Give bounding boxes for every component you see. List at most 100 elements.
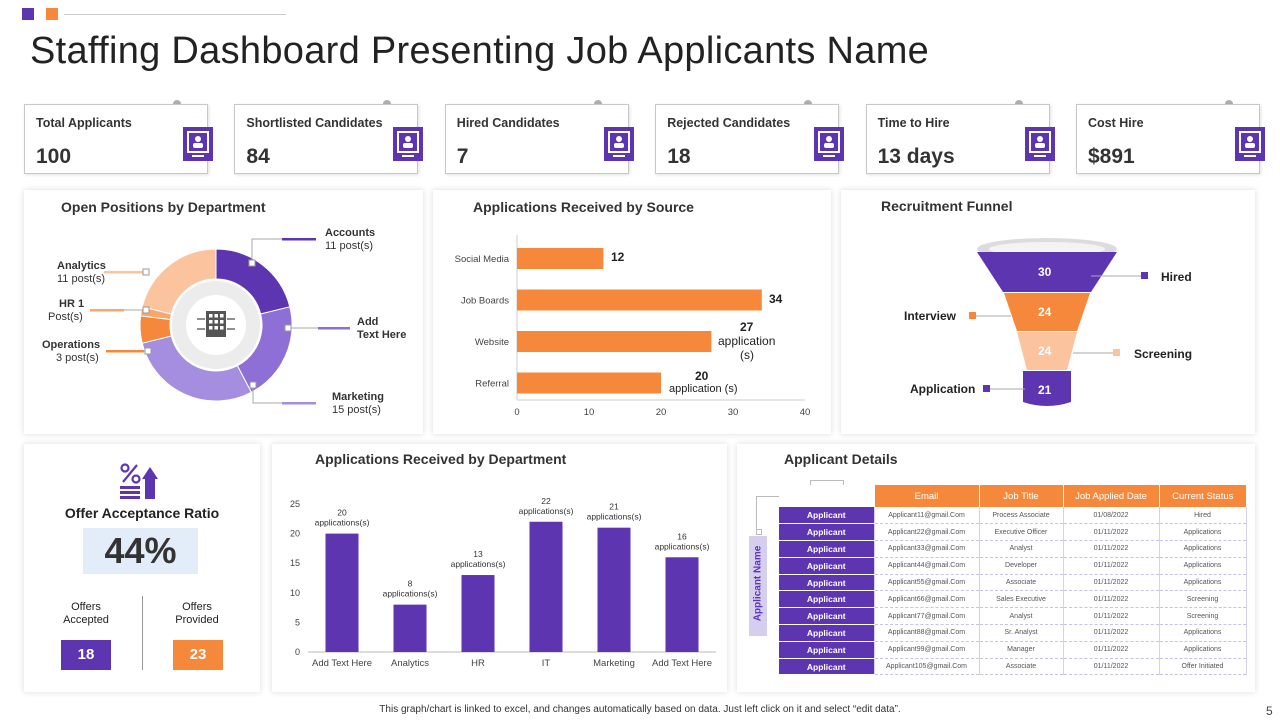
source-bar-2 <box>517 331 712 352</box>
applicant-name-cell: Applicant <box>779 574 875 592</box>
offers-provided-value: 23 <box>173 640 223 670</box>
offer-divider <box>142 596 143 670</box>
applicant-name-cell: Applicant <box>779 641 875 659</box>
source-label-social: 12 <box>611 250 625 264</box>
funnel-value-screening: 24 <box>1038 344 1052 358</box>
dept-bar-4 <box>597 527 631 652</box>
applicant-name-cell: Applicant <box>779 624 875 642</box>
screening-marker <box>1113 349 1120 356</box>
dept-value-label: 13 <box>473 549 483 559</box>
table-cell: Applicant11@gmail.Com <box>874 507 980 525</box>
table-cell: Applications <box>1159 540 1247 558</box>
accounts-detail: 11 post(s) <box>325 240 374 252</box>
table-cell: Applicant99@gmail.Com <box>874 641 980 659</box>
building-icon <box>197 311 235 337</box>
offers-provided-line1: Offers <box>182 601 212 613</box>
offers-accepted-line2: Accepted <box>63 614 109 626</box>
source-label-website-3: (s) <box>740 348 754 362</box>
table-cell: Sr. Analyst <box>979 624 1064 642</box>
details-title: Applicant Details <box>784 451 898 467</box>
applicant-name-cell: Applicant <box>779 607 875 626</box>
table-row: Applicant Applicant66@gmail.Com Sales Exec… <box>779 590 1247 609</box>
donut-slice-5 <box>141 248 217 315</box>
table-row: Applicant Applicant33@gmail.Com Analyst 01/… <box>779 540 1247 558</box>
page-title: Staffing Dashboard Presenting Job Applic… <box>30 30 930 72</box>
header-blank <box>779 485 875 507</box>
kpi-value: 100 <box>36 145 72 168</box>
analytics-label: Analytics <box>57 260 106 272</box>
table-row: Applicant Applicant11@gmail.Com Process As… <box>779 507 1247 525</box>
badge-check-icon <box>603 127 634 161</box>
donut-leader-node <box>142 306 150 314</box>
funnel-stage-interview <box>1004 293 1090 331</box>
dept-y-tick: 15 <box>290 558 300 568</box>
group-icon <box>183 127 213 161</box>
table-cell: 01/11/2022 <box>1063 641 1160 659</box>
donut-leader-bar <box>282 238 316 241</box>
accounts-label: Accounts <box>325 227 376 239</box>
application-marker <box>983 385 990 392</box>
table-cell: Process Associate <box>979 507 1064 525</box>
table-cell: Applications <box>1159 557 1247 575</box>
dept-value-suffix: applications(s) <box>655 541 710 551</box>
dept-category-label: Add Text Here <box>312 658 372 669</box>
dept-y-tick: 10 <box>290 588 300 598</box>
dept-bar-5 <box>665 557 699 652</box>
kpi-card: Time to Hire 13 days <box>865 104 1055 174</box>
kpi-card: Hired Candidates 7 <box>444 104 634 174</box>
source-category-label: Referral <box>475 379 509 390</box>
offer-title: Offer Acceptance Ratio <box>64 505 220 521</box>
table-cell: Applicant22@gmail.Com <box>874 523 980 542</box>
source-bar-chart: Social Media Job Boards Website Referral 0 10… <box>455 235 810 418</box>
applicant-name-cell: Applicant <box>779 540 875 558</box>
applicant-name-cell: Applicant <box>779 590 875 609</box>
dept-value-suffix: applications(s) <box>587 512 642 522</box>
funnel-stage-screening <box>1017 332 1077 370</box>
offer-ratio: 44% <box>83 528 198 574</box>
kpi-value: 7 <box>456 145 469 168</box>
table-cell: 01/11/2022 <box>1063 540 1160 558</box>
source-x-tick: 10 <box>584 407 595 418</box>
table-cell: Manager <box>979 641 1064 659</box>
table-row: Applicant Applicant88@gmail.Com Sr. Analys… <box>779 624 1247 642</box>
header-status: Current Status <box>1159 485 1246 507</box>
money-icon <box>1235 127 1265 161</box>
table-cell: Sales Executive <box>979 590 1064 609</box>
table-cell: Executive Officer <box>979 523 1064 542</box>
dept-value-suffix: applications(s) <box>383 589 438 599</box>
source-x-tick: 20 <box>656 407 667 418</box>
table-row: Applicant Applicant44@gmail.Com Developer 0… <box>779 557 1247 575</box>
kpi-label: Time to Hire <box>877 116 950 130</box>
table-cell: Applicant77@gmail.Com <box>874 607 980 626</box>
operations-label: Operations <box>42 339 101 351</box>
network-icon <box>814 127 845 161</box>
source-label-referral-2: application (s) <box>669 383 738 395</box>
kpi-label: Cost Hire <box>1088 116 1144 130</box>
kpi-label: Hired Candidates <box>456 116 560 130</box>
dept-category-label: IT <box>542 658 551 669</box>
percent-growth-icon <box>120 463 158 499</box>
dept-value-label: 16 <box>677 531 687 541</box>
donut-leader-node <box>284 324 292 332</box>
donut-leader-line <box>251 238 316 263</box>
funnel-label-application: Application <box>910 382 976 396</box>
applicant-name-cell: Applicant <box>779 507 875 525</box>
table-row: Applicant Applicant77@gmail.Com Analyst 01/… <box>779 607 1247 626</box>
donut-leader-bar <box>106 350 144 353</box>
team-icon <box>393 127 424 161</box>
table-cell: Applicant33@gmail.Com <box>874 540 980 558</box>
dept-value-suffix: applications(s) <box>315 518 370 528</box>
dept-category-label: HR <box>471 658 485 669</box>
donut-leader-node <box>142 268 150 276</box>
dept-value-label: 22 <box>541 496 551 506</box>
donut-leader-bar <box>318 327 350 330</box>
table-cell: Screening <box>1159 590 1247 609</box>
kpi-value: 84 <box>246 145 270 168</box>
table-cell: 01/11/2022 <box>1063 557 1160 575</box>
hr-label: HR 1 <box>59 298 85 310</box>
table-cell: Applicant66@gmail.Com <box>874 590 980 609</box>
kpi-card: Rejected Candidates 18 <box>655 104 845 174</box>
source-title: Applications Received by Source <box>473 199 694 215</box>
table-cell: Applications <box>1159 641 1247 659</box>
table-cell: 01/11/2022 <box>1063 523 1160 542</box>
